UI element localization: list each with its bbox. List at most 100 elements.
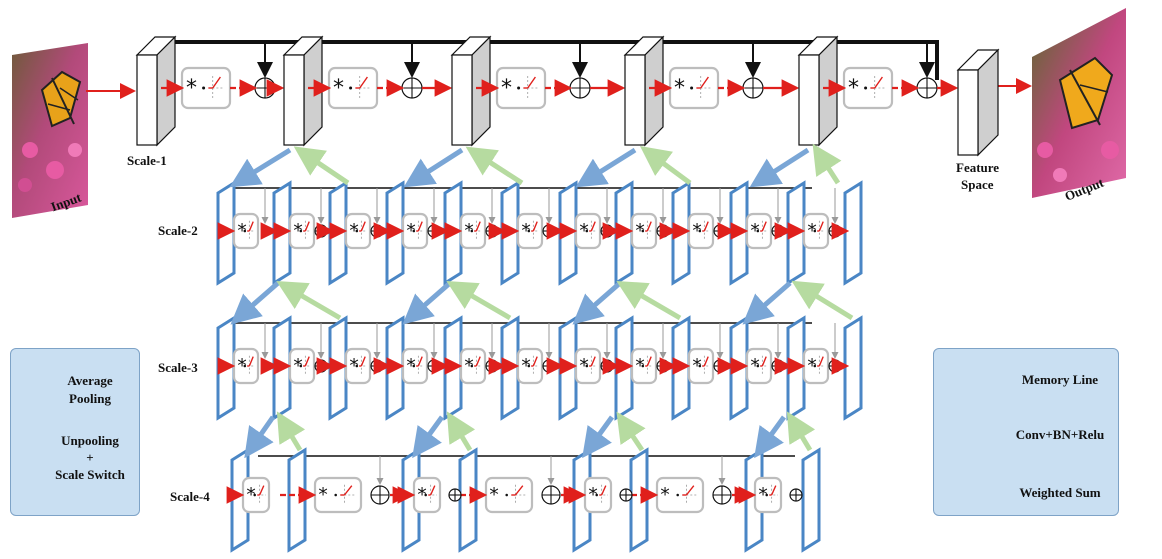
svg-text:*: * bbox=[660, 485, 669, 506]
svg-text:*: * bbox=[579, 221, 588, 242]
conv-bn-relu-icon: * bbox=[802, 347, 830, 385]
pooling-arrow bbox=[742, 281, 792, 325]
weighted-sum-icon bbox=[254, 77, 276, 99]
feature-plane bbox=[458, 447, 478, 553]
svg-text:*: * bbox=[750, 356, 759, 377]
svg-text:*: * bbox=[501, 76, 512, 101]
conv-bn-relu-icon: * bbox=[668, 66, 720, 110]
svg-text:*: * bbox=[246, 485, 255, 506]
unpooling-arrow bbox=[276, 411, 306, 452]
feature-plane bbox=[629, 447, 649, 553]
svg-text:*: * bbox=[635, 356, 644, 377]
butterfly-icon bbox=[40, 70, 82, 128]
feature-plane bbox=[729, 315, 749, 421]
unpooling-arrow bbox=[293, 146, 350, 186]
legend-weighted-sum: Weighted Sum bbox=[1019, 485, 1101, 500]
scale1-label: Scale-1 bbox=[127, 153, 167, 168]
conv-bn-relu-icon: * bbox=[401, 212, 429, 250]
weighted-sum-icon bbox=[600, 224, 614, 238]
weighted-sum-icon bbox=[370, 224, 384, 238]
memory-line-scale1 bbox=[156, 40, 939, 80]
svg-text:*: * bbox=[318, 485, 327, 506]
svg-text:*: * bbox=[674, 76, 685, 101]
legend-unpooling-3: Scale Switch bbox=[55, 467, 125, 482]
feature-plane bbox=[500, 180, 520, 286]
legend-average-pooling-2: Pooling bbox=[69, 391, 111, 406]
feature-plane bbox=[614, 315, 634, 421]
feature-plane bbox=[216, 180, 236, 286]
feature-space-label-2: Space bbox=[961, 177, 994, 192]
pooling-arrow bbox=[575, 147, 637, 188]
conv-bn-relu-icon: * bbox=[842, 66, 894, 110]
pooling-arrow bbox=[403, 147, 464, 188]
svg-text:*: * bbox=[579, 356, 588, 377]
conv-bn-relu-icon: * bbox=[583, 476, 613, 514]
conv-bn-relu-icon: * bbox=[313, 476, 363, 514]
conv-bn-relu-icon: * bbox=[574, 212, 602, 250]
weighted-sum-icon bbox=[542, 224, 556, 238]
svg-text:*: * bbox=[750, 221, 759, 242]
feature-plane bbox=[500, 315, 520, 421]
weighted-sum-icon bbox=[314, 359, 328, 373]
weighted-sum-icon bbox=[448, 488, 462, 502]
feature-block bbox=[135, 35, 177, 147]
scale2-label: Scale-2 bbox=[158, 223, 198, 238]
scale4-row: * * * * * * * bbox=[226, 447, 821, 553]
svg-text:*: * bbox=[758, 485, 767, 506]
legend-left bbox=[10, 348, 140, 516]
weighted-sum-icon bbox=[370, 485, 390, 505]
conv-bn-relu-icon: * bbox=[745, 347, 773, 385]
feature-space-block bbox=[956, 48, 1000, 157]
pooling-arrow bbox=[229, 147, 292, 188]
weighted-sum-icon bbox=[427, 359, 441, 373]
weighted-sum-icon bbox=[541, 485, 561, 505]
weighted-sum-icon bbox=[713, 359, 727, 373]
feature-plane bbox=[272, 315, 292, 421]
unpooling-arrow bbox=[791, 280, 854, 321]
svg-text:*: * bbox=[237, 356, 246, 377]
svg-text:*: * bbox=[417, 485, 426, 506]
weighted-sum-icon bbox=[828, 224, 842, 238]
input-image bbox=[12, 43, 88, 218]
svg-text:*: * bbox=[293, 221, 302, 242]
svg-text:*: * bbox=[464, 221, 473, 242]
feature-block bbox=[623, 35, 665, 147]
svg-text:*: * bbox=[521, 221, 530, 242]
unpooling-arrow bbox=[446, 280, 512, 321]
feature-block bbox=[450, 35, 492, 147]
feature-plane bbox=[443, 180, 463, 286]
conv-bn-relu-icon: * bbox=[412, 476, 442, 514]
feature-plane bbox=[614, 180, 634, 286]
output-image bbox=[1032, 8, 1126, 198]
svg-text:*: * bbox=[692, 356, 701, 377]
scale2-row: * * * * * * * * * * * bbox=[216, 180, 863, 286]
weighted-sum-icon bbox=[771, 359, 785, 373]
conv-bn-relu-icon: * bbox=[327, 66, 379, 110]
butterfly-icon bbox=[1058, 56, 1114, 130]
svg-text:*: * bbox=[186, 76, 197, 101]
conv-bn-relu-icon: * bbox=[655, 476, 705, 514]
unpooling-arrow bbox=[786, 411, 816, 452]
pooling-arrow bbox=[582, 415, 615, 459]
feature-plane bbox=[272, 180, 292, 286]
svg-text:*: * bbox=[333, 76, 344, 101]
conv-bn-relu-icon: * bbox=[459, 212, 487, 250]
conv-bn-relu-icon: * bbox=[753, 476, 783, 514]
svg-text:*: * bbox=[406, 356, 415, 377]
weighted-sum-icon bbox=[401, 77, 423, 99]
svg-text:*: * bbox=[807, 221, 816, 242]
weighted-sum-icon bbox=[656, 224, 670, 238]
feature-plane bbox=[671, 315, 691, 421]
conv-bn-relu-icon: * bbox=[232, 212, 260, 250]
svg-text:*: * bbox=[349, 221, 358, 242]
conv-bn-relu-icon: * bbox=[630, 212, 658, 250]
conv-bn-relu-icon: * bbox=[344, 347, 372, 385]
pooling-arrow bbox=[749, 147, 810, 188]
conv-bn-relu-icon: * bbox=[459, 347, 487, 385]
conv-bn-relu-icon: * bbox=[574, 347, 602, 385]
feature-block bbox=[797, 35, 839, 147]
conv-bn-relu-icon: * bbox=[232, 347, 260, 385]
unpooling-arrow bbox=[276, 280, 342, 321]
conv-bn-relu-icon: * bbox=[401, 347, 429, 385]
weighted-sum-icon bbox=[427, 224, 441, 238]
